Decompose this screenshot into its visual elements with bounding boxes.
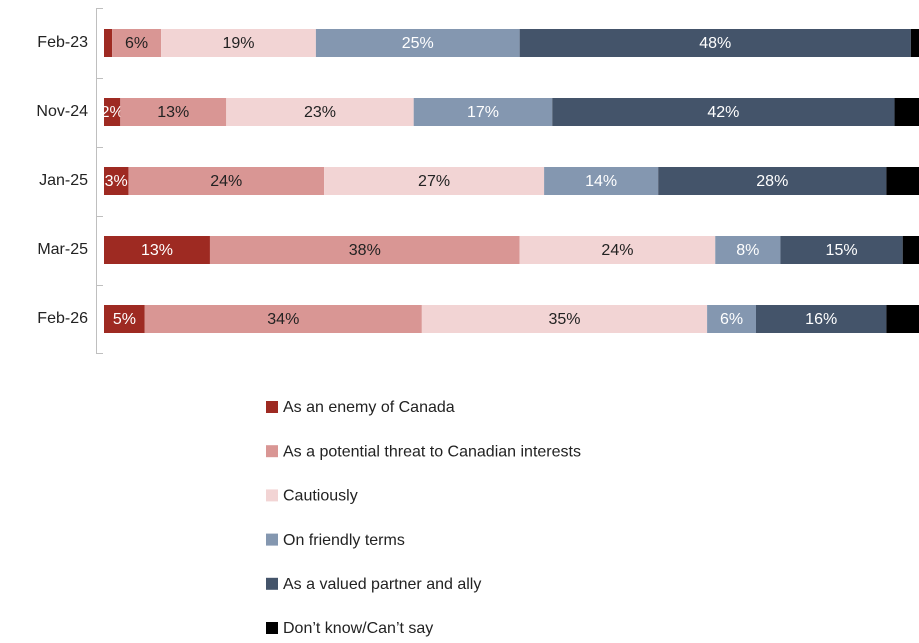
legend-swatch xyxy=(266,622,278,634)
bar-segment xyxy=(886,167,919,195)
bar-segment xyxy=(902,236,919,264)
bar-segment xyxy=(886,305,919,333)
data-label: 13% xyxy=(141,242,173,259)
legend-label: As a valued partner and ally xyxy=(283,576,481,593)
data-label: 19% xyxy=(222,35,254,52)
bar-segment xyxy=(413,98,553,126)
legend-swatch xyxy=(266,533,278,546)
category-label: Nov-24 xyxy=(36,103,88,120)
legend-swatch xyxy=(266,445,278,458)
data-label: 17% xyxy=(467,104,499,121)
bar-segment xyxy=(104,305,145,333)
data-label: 34% xyxy=(267,311,299,328)
bar-segment xyxy=(315,29,520,57)
bar-segment xyxy=(544,167,659,195)
bar-segment xyxy=(104,167,129,195)
legend-swatch xyxy=(266,489,278,502)
bar-segment xyxy=(112,29,162,57)
category-label: Mar-25 xyxy=(37,241,88,258)
data-label: 24% xyxy=(210,173,242,190)
legend-swatch xyxy=(266,577,278,590)
data-label: 6% xyxy=(720,311,743,328)
category-label: Feb-26 xyxy=(37,310,88,327)
category-label: Jan-25 xyxy=(39,172,88,189)
bar-segment xyxy=(756,305,887,333)
bar-segment xyxy=(707,305,756,333)
data-label: 23% xyxy=(304,104,336,121)
bar-segment xyxy=(552,98,895,126)
legend-label: Don’t know/Can’t say xyxy=(283,620,433,637)
category-label: Feb-23 xyxy=(37,34,88,51)
data-label: 35% xyxy=(548,311,580,328)
data-label: 2% xyxy=(101,104,124,121)
legend-label: As a potential threat to Canadian intere… xyxy=(283,443,581,460)
bar-segment xyxy=(144,305,422,333)
bar-segment xyxy=(104,29,113,57)
legend-label: On friendly terms xyxy=(283,532,405,549)
data-label: 15% xyxy=(826,242,858,259)
data-label: 38% xyxy=(349,242,381,259)
bar-segment xyxy=(128,167,325,195)
data-label: 6% xyxy=(125,35,148,52)
bar-segment xyxy=(104,236,210,264)
bar-segment xyxy=(519,29,911,57)
data-label: 28% xyxy=(756,173,788,190)
data-label: 16% xyxy=(805,311,837,328)
bar-segment xyxy=(120,98,227,126)
data-label: 27% xyxy=(418,173,450,190)
bar-segment xyxy=(910,29,919,57)
data-label: 14% xyxy=(585,173,617,190)
bar-segment xyxy=(209,236,520,264)
legend-label: As an enemy of Canada xyxy=(283,399,455,416)
bar-segment xyxy=(894,98,919,126)
data-label: 42% xyxy=(707,104,739,121)
data-label: 48% xyxy=(699,35,731,52)
bar-segment xyxy=(421,305,708,333)
bar-segment xyxy=(161,29,316,57)
data-label: 13% xyxy=(157,104,189,121)
data-label: 24% xyxy=(601,242,633,259)
legend-label: Cautiously xyxy=(283,488,358,505)
bar-segment xyxy=(658,167,887,195)
legend-swatch xyxy=(266,401,278,413)
bar-segment xyxy=(780,236,903,264)
data-label: 8% xyxy=(736,242,759,259)
data-label: 3% xyxy=(105,173,128,190)
data-label: 5% xyxy=(113,311,136,328)
bar-segment xyxy=(104,98,121,126)
bar-segment xyxy=(324,167,545,195)
bar-segment xyxy=(715,236,781,264)
data-label: 25% xyxy=(402,35,434,52)
category-axis xyxy=(96,8,103,354)
bar-segment xyxy=(519,236,716,264)
bar-segment xyxy=(226,98,414,126)
